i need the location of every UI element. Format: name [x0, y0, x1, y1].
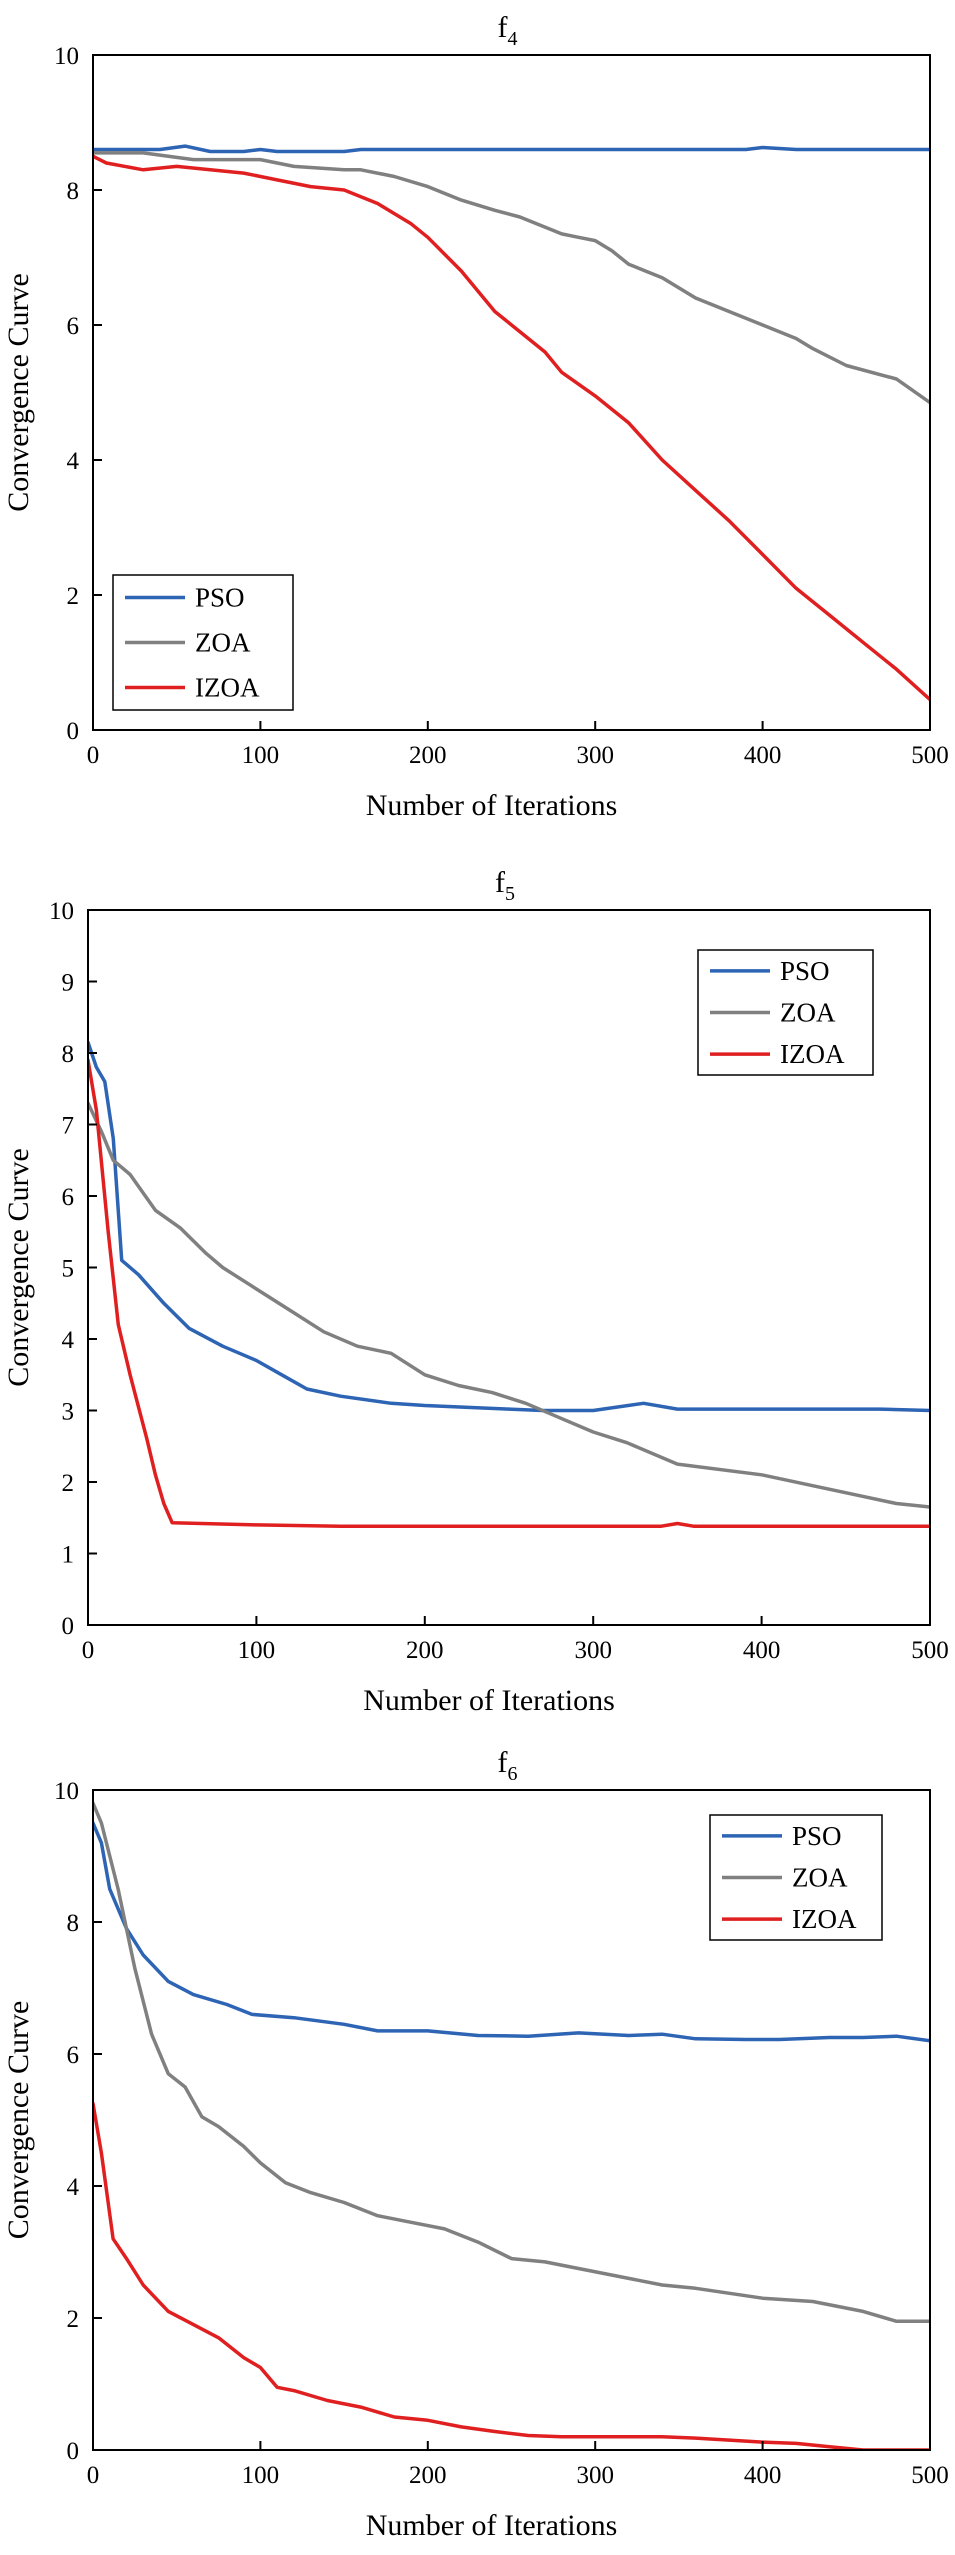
legend: PSO ZOA IZOA	[697, 949, 874, 1076]
y-tick-label: 7	[62, 1113, 75, 1140]
x-tick-label: 300	[574, 1637, 612, 1664]
y-tick-label: 10	[54, 1778, 79, 1805]
series-line-zoa	[93, 1801, 930, 2324]
y-tick-label: 10	[54, 43, 79, 70]
y-tick-label: 2	[62, 1470, 75, 1497]
x-tick-label: 400	[744, 742, 782, 769]
x-tick-label: 200	[409, 2462, 447, 2489]
x-tick-label: 100	[238, 1637, 276, 1664]
x-tick-label: 100	[242, 742, 280, 769]
y-tick-label: 8	[67, 1910, 80, 1937]
legend-label-izoa: IZOA	[792, 1904, 857, 1934]
x-tick-label: 300	[576, 2462, 614, 2489]
y-tick-label: 2	[67, 2306, 80, 2333]
y-axis-label: Convergence Curve	[2, 273, 35, 512]
y-axis-label: Convergence Curve	[2, 2001, 35, 2240]
y-tick-label: 1	[62, 1542, 75, 1569]
legend-label-pso: PSO	[780, 956, 830, 986]
legend-label-izoa: IZOA	[195, 673, 260, 703]
chart-title: f6	[498, 1746, 518, 1785]
x-axis-label: Number of Iterations	[363, 1684, 615, 1717]
x-tick-label: 500	[911, 1637, 949, 1664]
legend-label-zoa: ZOA	[792, 1863, 848, 1893]
series-line-izoa	[93, 154, 930, 702]
y-tick-label: 10	[49, 898, 74, 925]
series-line-pso	[93, 1821, 930, 2043]
y-tick-label: 0	[67, 718, 80, 745]
legend: PSO ZOA IZOA	[112, 574, 294, 711]
y-tick-label: 3	[62, 1399, 75, 1426]
y-tick-label: 6	[67, 313, 80, 340]
y-tick-label: 0	[62, 1613, 75, 1640]
x-tick-label: 200	[406, 1637, 444, 1664]
x-tick-label: 0	[87, 2462, 100, 2489]
legend-label-zoa: ZOA	[780, 998, 836, 1028]
legend-label-pso: PSO	[792, 1821, 842, 1851]
x-tick-label: 300	[576, 742, 614, 769]
series-line-izoa	[93, 2101, 930, 2450]
legend-label-zoa: ZOA	[195, 628, 251, 658]
x-tick-label: 100	[242, 2462, 280, 2489]
series-line-pso	[88, 1040, 930, 1413]
legend-label-pso: PSO	[195, 583, 245, 613]
x-tick-label: 400	[744, 2462, 782, 2489]
x-axis-label: Number of Iterations	[366, 789, 618, 822]
plot-frame	[92, 1789, 931, 2451]
x-axis-label: Number of Iterations	[366, 2509, 618, 2542]
chart-title: f5	[495, 866, 515, 905]
x-tick-label: 500	[911, 742, 949, 769]
x-tick-label: 0	[87, 742, 100, 769]
chart-panel-4: 0 100 200 300 400 500 0 2 4 6 8 10 f4 Number of Itera…	[2, 11, 949, 822]
x-tick-label: 500	[911, 2462, 949, 2489]
legend: PSO ZOA IZOA	[709, 1814, 883, 1941]
y-tick-label: 0	[67, 2438, 80, 2465]
y-tick-label: 6	[67, 2042, 80, 2069]
y-tick-label: 8	[62, 1041, 75, 1068]
legend-label-izoa: IZOA	[780, 1039, 845, 1069]
y-tick-label: 9	[62, 970, 75, 997]
chart-panel-5: 0 100 200 300 400 500 0 1 2 3 4 5 6 7 8 9 10 f5 Number of …	[2, 866, 949, 1717]
series-line-izoa	[88, 1058, 930, 1529]
x-tick-label: 200	[409, 742, 447, 769]
chart-title: f4	[498, 11, 518, 50]
y-tick-label: 4	[67, 2174, 80, 2201]
y-axis-label: Convergence Curve	[2, 1148, 35, 1387]
y-tick-label: 2	[67, 583, 80, 610]
series-line-pso	[93, 144, 930, 154]
chart-panel-6: 0 100 200 300 400 500 0 2 4 6 8 10 f6 Number of Itera…	[2, 1746, 949, 2542]
x-tick-label: 400	[743, 1637, 781, 1664]
plot-frame	[92, 54, 931, 731]
x-tick-label: 0	[82, 1637, 95, 1664]
y-tick-label: 4	[62, 1327, 75, 1354]
series-line-zoa	[93, 151, 930, 405]
y-tick-label: 8	[67, 178, 80, 205]
y-tick-label: 5	[62, 1256, 75, 1283]
series-line-zoa	[88, 1101, 930, 1509]
y-tick-label: 6	[62, 1184, 75, 1211]
y-tick-label: 4	[67, 448, 80, 475]
